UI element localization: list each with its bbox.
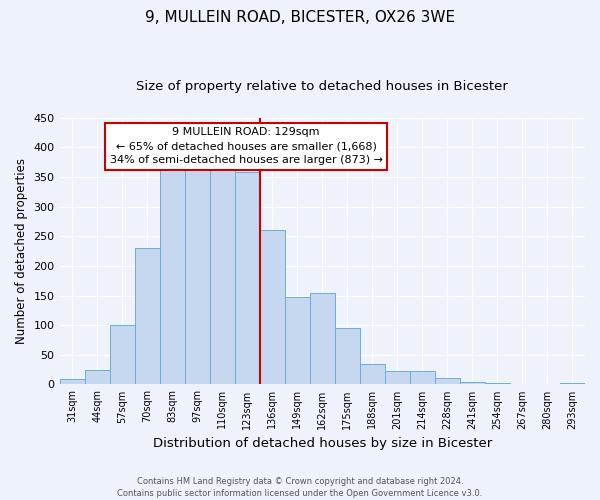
Text: 9, MULLEIN ROAD, BICESTER, OX26 3WE: 9, MULLEIN ROAD, BICESTER, OX26 3WE	[145, 10, 455, 25]
Text: Contains HM Land Registry data © Crown copyright and database right 2024.
Contai: Contains HM Land Registry data © Crown c…	[118, 476, 482, 498]
Bar	[235, 172, 260, 384]
Y-axis label: Number of detached properties: Number of detached properties	[15, 158, 28, 344]
Bar	[285, 298, 310, 384]
Bar	[310, 292, 335, 384]
Bar	[160, 168, 185, 384]
Bar	[360, 364, 385, 384]
Bar	[85, 370, 110, 384]
Bar	[385, 372, 410, 384]
Bar	[460, 382, 485, 384]
Bar	[134, 248, 160, 384]
Bar	[209, 162, 235, 384]
X-axis label: Distribution of detached houses by size in Bicester: Distribution of detached houses by size …	[152, 437, 492, 450]
Bar	[260, 230, 285, 384]
Text: 9 MULLEIN ROAD: 129sqm
← 65% of detached houses are smaller (1,668)
34% of semi-: 9 MULLEIN ROAD: 129sqm ← 65% of detached…	[110, 127, 383, 165]
Bar	[560, 383, 585, 384]
Bar	[435, 378, 460, 384]
Bar	[410, 372, 435, 384]
Title: Size of property relative to detached houses in Bicester: Size of property relative to detached ho…	[136, 80, 508, 93]
Bar	[59, 378, 85, 384]
Bar	[485, 383, 510, 384]
Bar	[110, 325, 134, 384]
Bar	[185, 165, 209, 384]
Bar	[335, 328, 360, 384]
